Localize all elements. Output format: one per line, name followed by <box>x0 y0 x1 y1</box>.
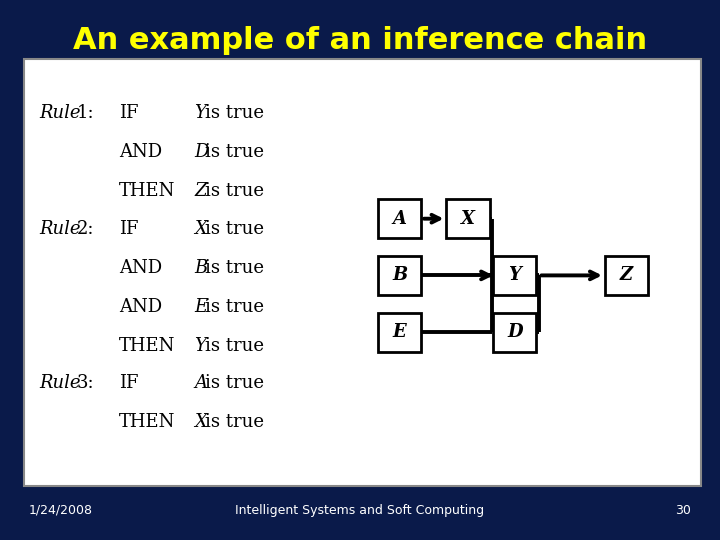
Text: IF: IF <box>119 220 138 239</box>
Text: Z: Z <box>620 266 633 285</box>
Text: X: X <box>461 210 475 228</box>
Text: 1:: 1: <box>77 104 94 123</box>
Text: E: E <box>194 298 207 316</box>
Text: D: D <box>194 143 209 161</box>
Text: AND: AND <box>119 143 162 161</box>
Text: Y: Y <box>508 266 521 285</box>
Text: AND: AND <box>119 259 162 278</box>
Text: X: X <box>194 220 207 239</box>
Text: THEN: THEN <box>119 337 175 355</box>
Text: THEN: THEN <box>119 413 175 431</box>
Text: 2:: 2: <box>77 220 94 239</box>
Text: is true: is true <box>205 220 264 239</box>
Text: 30: 30 <box>675 504 691 517</box>
Text: is true: is true <box>205 413 264 431</box>
Text: E: E <box>392 323 407 341</box>
Text: A: A <box>392 210 407 228</box>
Text: Intelligent Systems and Soft Computing: Intelligent Systems and Soft Computing <box>235 504 485 517</box>
Text: D: D <box>507 323 523 341</box>
Text: IF: IF <box>119 374 138 393</box>
Text: B: B <box>392 266 408 285</box>
Text: IF: IF <box>119 104 138 123</box>
Text: Y: Y <box>194 104 206 123</box>
FancyBboxPatch shape <box>24 59 701 486</box>
Text: X: X <box>194 413 207 431</box>
Text: Z: Z <box>194 182 207 200</box>
Text: is true: is true <box>205 143 264 161</box>
Text: Rule: Rule <box>40 374 81 393</box>
Text: AND: AND <box>119 298 162 316</box>
Text: 3:: 3: <box>77 374 94 393</box>
Text: B: B <box>194 259 207 278</box>
Text: is true: is true <box>205 298 264 316</box>
FancyBboxPatch shape <box>605 256 648 295</box>
FancyBboxPatch shape <box>378 256 421 295</box>
FancyBboxPatch shape <box>446 199 490 238</box>
FancyBboxPatch shape <box>493 256 536 295</box>
FancyBboxPatch shape <box>378 313 421 352</box>
FancyBboxPatch shape <box>378 199 421 238</box>
Text: An example of an inference chain: An example of an inference chain <box>73 26 647 55</box>
Text: Rule: Rule <box>40 220 81 239</box>
Text: THEN: THEN <box>119 182 175 200</box>
Text: is true: is true <box>205 374 264 393</box>
Text: is true: is true <box>205 182 264 200</box>
FancyBboxPatch shape <box>493 313 536 352</box>
Text: 1/24/2008: 1/24/2008 <box>29 504 93 517</box>
Text: is true: is true <box>205 104 264 123</box>
Text: is true: is true <box>205 337 264 355</box>
Text: is true: is true <box>205 259 264 278</box>
Text: Y: Y <box>194 337 206 355</box>
Text: Rule: Rule <box>40 104 81 123</box>
Text: A: A <box>194 374 207 393</box>
